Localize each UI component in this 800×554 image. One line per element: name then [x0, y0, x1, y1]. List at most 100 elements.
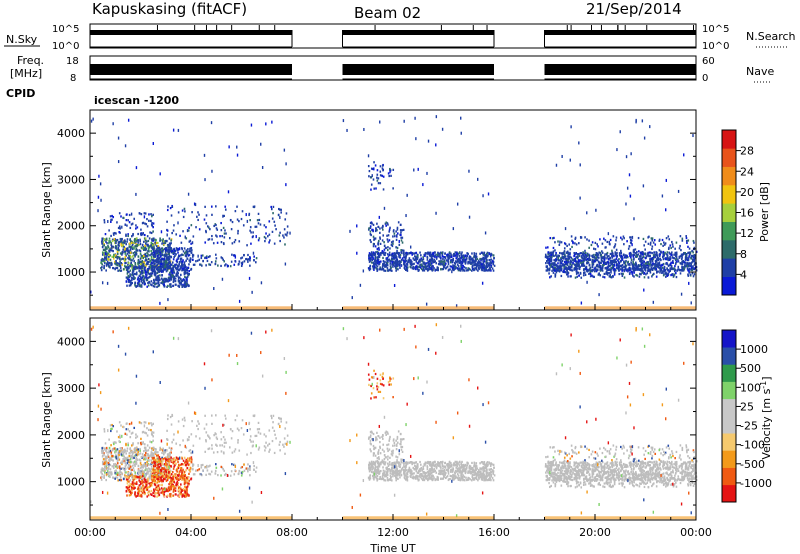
power-cell: [684, 265, 687, 268]
power-cell: [151, 245, 154, 248]
power-cell: [168, 273, 170, 276]
power-cell: [460, 269, 462, 272]
velocity-cell: [147, 467, 150, 470]
power-cell: [174, 266, 177, 270]
power-cell: [451, 267, 454, 271]
power-cell: [129, 238, 131, 242]
power-cell: [113, 233, 115, 236]
power-cell: [591, 266, 594, 269]
power-cell: [588, 246, 590, 249]
power-cell: [668, 258, 671, 261]
power-cell: [150, 219, 152, 223]
power-cell: [640, 273, 642, 276]
power-cell: [186, 250, 189, 254]
power-speckle: [187, 192, 190, 196]
power-cell: [599, 274, 602, 277]
power-cell: [163, 283, 166, 286]
power-cell: [184, 275, 186, 279]
power-cell: [382, 260, 385, 263]
power-cell: [172, 266, 174, 269]
power-cell: [241, 261, 244, 264]
velocity-cell: [109, 450, 112, 453]
power-cell: [689, 251, 692, 254]
power-cell: [575, 269, 578, 272]
power-cell: [565, 266, 568, 269]
power-cell: [373, 268, 375, 271]
power-cell: [427, 261, 429, 264]
power-cell: [430, 267, 433, 270]
power-cell: [143, 248, 145, 251]
power-speckle: [227, 190, 230, 194]
power-cell: [465, 267, 467, 270]
power-cell: [152, 268, 154, 272]
power-cell: [376, 259, 379, 262]
power-cell: [574, 264, 577, 268]
power-speckle: [426, 171, 428, 175]
power-cell: [172, 275, 174, 278]
power-cell: [605, 246, 607, 249]
power-cell: [182, 215, 185, 219]
power-cell: [395, 267, 398, 270]
power-cell: [143, 268, 146, 271]
power-cell: [638, 264, 641, 268]
power-cell: [662, 274, 665, 277]
power-cell: [614, 245, 616, 248]
power-cell: [118, 269, 121, 272]
velocity-cell: [106, 472, 109, 475]
power-cell: [142, 232, 144, 235]
power-cell: [664, 269, 667, 272]
power-cell: [390, 174, 392, 177]
power-speckle: [406, 193, 408, 197]
power-cell: [621, 266, 624, 269]
power-cell: [692, 258, 695, 261]
power-cell: [419, 259, 421, 262]
power-cell: [103, 219, 106, 222]
power-speckle: [578, 141, 580, 145]
power-cell: [145, 223, 148, 226]
power-cell: [217, 264, 219, 267]
power-cell: [382, 225, 384, 228]
power-cell: [138, 280, 141, 283]
power-cell: [152, 239, 155, 242]
power-cell: [438, 252, 440, 255]
power-cell: [576, 262, 579, 265]
power-cell: [152, 282, 154, 285]
power-cell: [184, 281, 187, 285]
power-cell: [604, 256, 606, 260]
velocity-cell: [134, 460, 136, 463]
power-cell: [433, 260, 436, 264]
power-speckle: [265, 122, 267, 126]
power-cell: [147, 239, 150, 243]
power-cell: [469, 262, 471, 265]
power-cell: [553, 254, 555, 257]
power-cell: [383, 248, 386, 251]
power-cell: [440, 268, 442, 271]
power-cell: [167, 280, 169, 283]
power-cell: [190, 224, 193, 227]
velocity-cell: [112, 459, 114, 462]
power-cell: [160, 247, 163, 250]
power-cell: [154, 241, 157, 244]
power-cell: [127, 250, 129, 253]
power-cell: [690, 257, 693, 260]
power-cell: [578, 260, 580, 263]
power-cell: [111, 238, 114, 241]
power-cell: [382, 175, 385, 178]
power-speckle: [688, 281, 690, 285]
power-cell: [174, 263, 176, 266]
velocity-cell: [161, 451, 163, 455]
power-cell: [629, 251, 632, 255]
power-cell: [596, 264, 599, 267]
power-cell: [103, 243, 105, 246]
power-cell: [687, 245, 689, 248]
power-cell: [144, 269, 147, 272]
power-cell: [283, 228, 286, 231]
power-cell: [152, 230, 154, 233]
power-cell: [236, 218, 239, 221]
power-cell: [570, 265, 572, 269]
power-cell: [666, 274, 669, 277]
power-speckle: [643, 136, 646, 140]
power-cell: [423, 265, 426, 268]
power-cell: [685, 257, 688, 260]
